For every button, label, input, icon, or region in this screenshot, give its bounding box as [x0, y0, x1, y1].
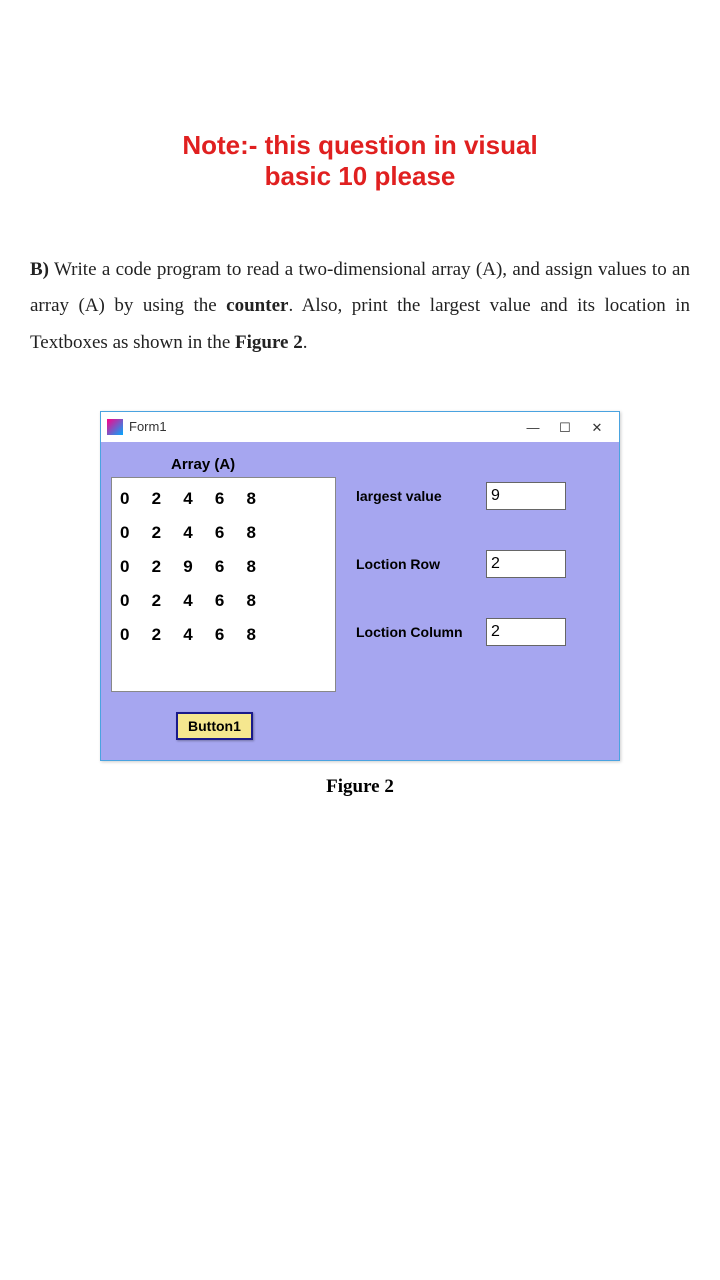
largest-value-textbox[interactable] — [486, 482, 566, 510]
form-window: Form1 — ☐ ✕ Array (A) 0 2 4 6 8 0 2 4 6 … — [100, 411, 620, 761]
window-title: Form1 — [129, 419, 167, 434]
location-row-label: Loction Row — [356, 556, 486, 572]
close-button[interactable]: ✕ — [581, 416, 613, 438]
minimize-button[interactable]: — — [517, 416, 549, 438]
list-item: 0 2 4 6 8 — [112, 618, 335, 652]
location-column-label: Loction Column — [356, 624, 486, 640]
question-prefix: B) — [30, 259, 49, 280]
question-text: B) Write a code program to read a two-di… — [30, 252, 690, 360]
note-line2: basic 10 please — [265, 161, 456, 191]
largest-value-field: largest value — [356, 482, 609, 510]
location-row-field: Loction Row — [356, 550, 609, 578]
list-item: 0 2 9 6 8 — [112, 550, 335, 584]
question-bold-figure: Figure 2 — [235, 332, 303, 353]
list-item: 0 2 4 6 8 — [112, 516, 335, 550]
location-column-field: Loction Column — [356, 618, 609, 646]
list-item: 0 2 4 6 8 — [112, 584, 335, 618]
button1[interactable]: Button1 — [176, 712, 253, 740]
note-heading: Note:- this question in visual basic 10 … — [60, 130, 660, 192]
client-area: Array (A) 0 2 4 6 8 0 2 4 6 8 0 2 9 6 8 … — [101, 442, 619, 760]
figure-caption: Figure 2 — [20, 776, 700, 798]
titlebar: Form1 — ☐ ✕ — [101, 412, 619, 442]
maximize-button[interactable]: ☐ — [549, 416, 581, 438]
location-row-textbox[interactable] — [486, 550, 566, 578]
array-listbox[interactable]: 0 2 4 6 8 0 2 4 6 8 0 2 9 6 8 0 2 4 6 8 … — [111, 477, 336, 692]
array-title: Array (A) — [171, 456, 346, 473]
location-column-textbox[interactable] — [486, 618, 566, 646]
left-pane: Array (A) 0 2 4 6 8 0 2 4 6 8 0 2 9 6 8 … — [111, 452, 346, 740]
note-line1: Note:- this question in visual — [182, 130, 537, 160]
question-bold-counter: counter — [226, 295, 288, 316]
right-pane: largest value Loction Row Loction Column — [356, 452, 609, 740]
largest-value-label: largest value — [356, 488, 486, 504]
question-suffix: . — [303, 332, 308, 353]
form-icon — [107, 419, 123, 435]
list-item: 0 2 4 6 8 — [112, 482, 335, 516]
